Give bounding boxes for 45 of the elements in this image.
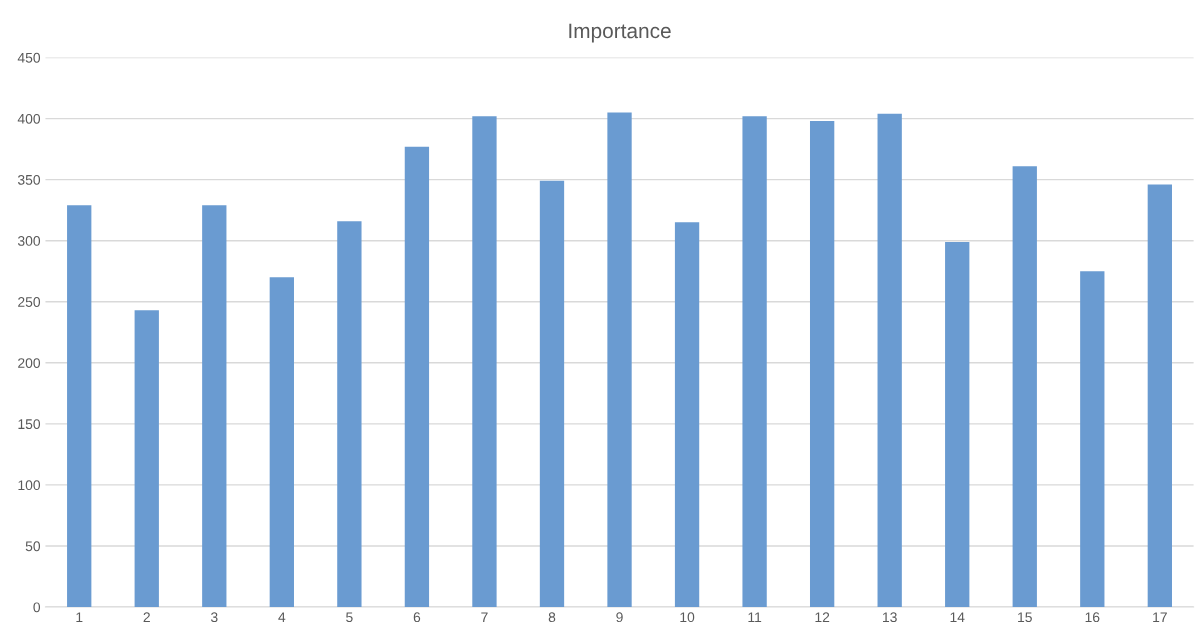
x-tick-label: 15 bbox=[1018, 612, 1032, 623]
bar bbox=[1080, 271, 1105, 608]
bar bbox=[674, 222, 700, 608]
y-tick-label: 50 bbox=[25, 541, 41, 552]
x-tick-label: 14 bbox=[950, 612, 965, 622]
bar bbox=[877, 113, 902, 608]
chart-title: Importance bbox=[569, 23, 671, 43]
x-tick-label: 2 bbox=[143, 612, 150, 622]
bar bbox=[1147, 184, 1172, 608]
x-tick-label: 1 bbox=[76, 612, 83, 622]
x-tick-label: 3 bbox=[210, 612, 218, 623]
x-tick-label: 8 bbox=[548, 612, 556, 623]
y-tick-label: 450 bbox=[17, 52, 41, 63]
bar bbox=[809, 121, 835, 608]
bar bbox=[134, 310, 159, 608]
x-tick-label: 16 bbox=[1085, 612, 1100, 623]
bar bbox=[337, 221, 362, 608]
y-tick-label: 350 bbox=[17, 174, 41, 185]
x-tick-label: 5 bbox=[346, 612, 353, 623]
bar bbox=[539, 180, 565, 608]
x-tick-label: 6 bbox=[413, 612, 421, 623]
x-tick-label: 7 bbox=[481, 612, 488, 622]
x-tick-label: 9 bbox=[616, 612, 623, 623]
bar bbox=[404, 146, 430, 608]
y-tick-label: 300 bbox=[17, 236, 41, 246]
x-tick-label: 17 bbox=[1153, 612, 1167, 622]
x-tick-label: 10 bbox=[680, 612, 695, 623]
y-tick-label: 0 bbox=[33, 602, 41, 613]
x-tick-label: 4 bbox=[278, 612, 286, 622]
y-tick-label: 400 bbox=[17, 113, 41, 124]
bar bbox=[67, 205, 92, 608]
bar bbox=[269, 277, 294, 608]
bar bbox=[607, 112, 632, 608]
x-tick-label: 11 bbox=[748, 612, 762, 622]
bar bbox=[1012, 166, 1037, 608]
bar bbox=[202, 205, 227, 608]
x-tick-label: 12 bbox=[815, 612, 830, 622]
y-tick-label: 100 bbox=[18, 480, 41, 491]
y-tick-label: 200 bbox=[18, 358, 41, 368]
bar bbox=[742, 116, 767, 608]
y-tick-label: 250 bbox=[18, 297, 41, 307]
bar bbox=[472, 116, 497, 608]
x-tick-label: 13 bbox=[883, 612, 897, 623]
bar bbox=[945, 241, 970, 608]
y-tick-label: 150 bbox=[18, 419, 41, 430]
